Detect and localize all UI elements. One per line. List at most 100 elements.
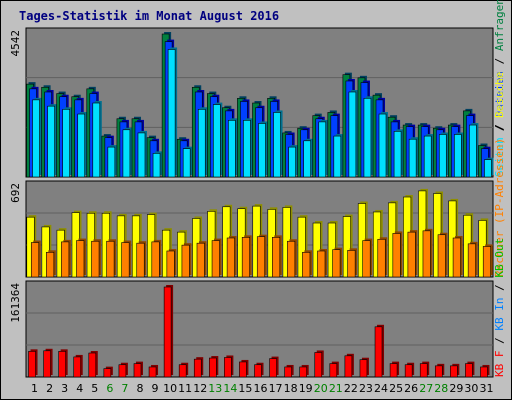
bar-bottom-kb-f-day-2 — [43, 348, 53, 378]
x-tick-label-day-28: 28 — [434, 382, 448, 395]
plot-area-bottom — [25, 280, 494, 378]
bar-top-seiten-day-10 — [167, 47, 178, 178]
bar-middle-rechner-ip-adressen--day-30 — [467, 241, 478, 278]
bar-top-seiten-day-19 — [303, 138, 313, 178]
legend-top: Seiten / Dateien / Anfragen — [493, 0, 506, 177]
bar-bottom-kb-f-day-10 — [163, 285, 174, 378]
legend-bottom: KB F / KB In / KB Out — [493, 238, 506, 377]
legend-entry-middle-1: / — [493, 118, 506, 138]
bar-middle-rechner-ip-adressen--day-14 — [226, 235, 237, 278]
x-tick-label-day-2: 2 — [46, 382, 53, 395]
legend-entry-bottom-0: KB F — [493, 351, 506, 378]
bar-top-seiten-day-16 — [258, 121, 268, 178]
bar-bottom-kb-f-day-18 — [284, 364, 294, 378]
x-tick-label-day-18: 18 — [284, 382, 298, 395]
x-tick-label-day-19: 19 — [299, 382, 313, 395]
bar-middle-rechner-ip-adressen--day-19 — [302, 250, 312, 278]
bar-middle-rechner-ip-adressen--day-23 — [362, 238, 373, 278]
bar-top-seiten-day-15 — [243, 118, 253, 178]
x-tick-label-day-14: 14 — [223, 382, 237, 395]
x-tick-label-day-13: 13 — [208, 382, 222, 395]
bar-top-seiten-day-8 — [137, 130, 147, 178]
bar-middle-rechner-ip-adressen--day-7 — [121, 240, 132, 278]
bar-top-seiten-day-7 — [122, 127, 132, 178]
bar-middle-rechner-ip-adressen--day-29 — [452, 235, 463, 278]
bar-middle-rechner-ip-adressen--day-22 — [347, 248, 358, 278]
x-tick-label-day-9: 9 — [152, 382, 159, 395]
x-tick-label-day-7: 7 — [121, 382, 128, 395]
chart-title: Tages-Statistik im Monat August 2016 — [19, 9, 280, 23]
bar-middle-rechner-ip-adressen--day-25 — [392, 231, 403, 278]
legend-entry-bottom-2: KB In — [493, 298, 506, 331]
bar-bottom-kb-f-day-16 — [254, 362, 264, 378]
bar-middle-rechner-ip-adressen--day-1 — [30, 240, 41, 278]
bar-bottom-kb-f-day-23 — [359, 357, 369, 378]
bar-middle-rechner-ip-adressen--day-2 — [46, 250, 56, 278]
legend-entry-bottom-4: KB Out — [493, 238, 506, 278]
legend-entry-top-3: / — [493, 51, 506, 71]
x-tick-label-day-27: 27 — [419, 382, 433, 395]
bar-top-seiten-day-23 — [363, 96, 373, 178]
x-tick-label-day-26: 26 — [404, 382, 418, 395]
bar-top-seiten-day-28 — [438, 132, 449, 178]
x-tick-label-day-25: 25 — [389, 382, 403, 395]
bar-top-seiten-day-17 — [273, 110, 283, 178]
bar-middle-rechner-ip-adressen--day-8 — [136, 241, 147, 278]
bar-middle-rechner-ip-adressen--day-11 — [181, 243, 192, 278]
x-tick-label-day-20: 20 — [314, 382, 328, 395]
bar-middle-rechner-ip-adressen--day-20 — [317, 248, 328, 278]
bar-middle-rechner-ip-adressen--day-13 — [211, 238, 222, 278]
bar-bottom-kb-f-day-5 — [88, 351, 98, 378]
bar-middle-rechner-ip-adressen--day-27 — [422, 228, 433, 278]
bar-middle-rechner-ip-adressen--day-6 — [106, 239, 117, 278]
bar-top-seiten-day-20 — [318, 119, 328, 178]
bar-middle-rechner-ip-adressen--day-28 — [437, 232, 448, 278]
x-tick-label-day-15: 15 — [238, 382, 252, 395]
bar-top-seiten-day-31 — [484, 157, 494, 178]
bar-top-seiten-day-9 — [152, 151, 163, 178]
bar-top-seiten-day-5 — [92, 101, 102, 178]
bar-bottom-kb-f-day-9 — [148, 364, 159, 378]
bar-bottom-kb-f-day-19 — [299, 364, 309, 378]
bar-top-seiten-day-21 — [333, 134, 343, 178]
bar-bottom-kb-f-day-29 — [450, 363, 460, 378]
bar-bottom-kb-f-day-4 — [73, 354, 83, 378]
bar-middle-rechner-ip-adressen--day-4 — [76, 238, 86, 278]
bar-middle-rechner-ip-adressen--day-9 — [151, 239, 162, 278]
bar-middle-rechner-ip-adressen--day-16 — [256, 234, 267, 278]
bar-top-seiten-day-30 — [469, 123, 479, 178]
bar-middle-rechner-ip-adressen--day-26 — [407, 230, 418, 278]
bar-middle-rechner-ip-adressen--day-12 — [196, 241, 207, 278]
bar-top-seiten-day-25 — [393, 129, 404, 178]
bar-bottom-kb-f-day-30 — [465, 361, 475, 378]
bar-top-seiten-day-26 — [408, 137, 419, 178]
bar-bottom-kb-f-day-8 — [133, 361, 143, 378]
bar-middle-rechner-ip-adressen--day-31 — [482, 244, 493, 278]
x-tick-label-day-6: 6 — [106, 382, 113, 395]
bar-bottom-kb-f-day-31 — [480, 364, 490, 378]
bar-bottom-kb-f-day-1 — [28, 349, 38, 378]
x-tick-label-day-8: 8 — [136, 382, 143, 395]
legend-entry-middle-2: Besuche — [493, 72, 506, 118]
bar-middle-rechner-ip-adressen--day-15 — [241, 235, 252, 278]
bar-bottom-kb-f-day-7 — [118, 362, 128, 378]
bar-bottom-kb-f-day-28 — [434, 363, 445, 378]
legend-middle: Rechner (IP-Adressen) / Besuche — [493, 72, 506, 277]
bar-top-seiten-day-27 — [423, 134, 434, 178]
bar-top-seiten-day-12 — [197, 107, 208, 178]
bar-bottom-kb-f-day-24 — [374, 324, 385, 378]
x-tick-label-day-22: 22 — [344, 382, 358, 395]
bar-top-seiten-day-4 — [77, 112, 87, 178]
bar-middle-rechner-ip-adressen--day-18 — [287, 239, 297, 278]
bar-top-seiten-day-24 — [378, 112, 389, 178]
legend-entry-top-4: Anfragen — [493, 0, 506, 51]
legend-entry-bottom-1: / — [493, 331, 506, 351]
bar-bottom-kb-f-day-25 — [389, 361, 400, 378]
bar-top-seiten-day-1 — [32, 97, 42, 178]
x-tick-label-day-1: 1 — [31, 382, 38, 395]
x-tick-label-day-3: 3 — [61, 382, 68, 395]
y-max-label-top: 4542 — [9, 30, 22, 57]
bar-bottom-kb-f-day-22 — [344, 353, 354, 378]
bar-bottom-kb-f-day-13 — [209, 356, 219, 378]
